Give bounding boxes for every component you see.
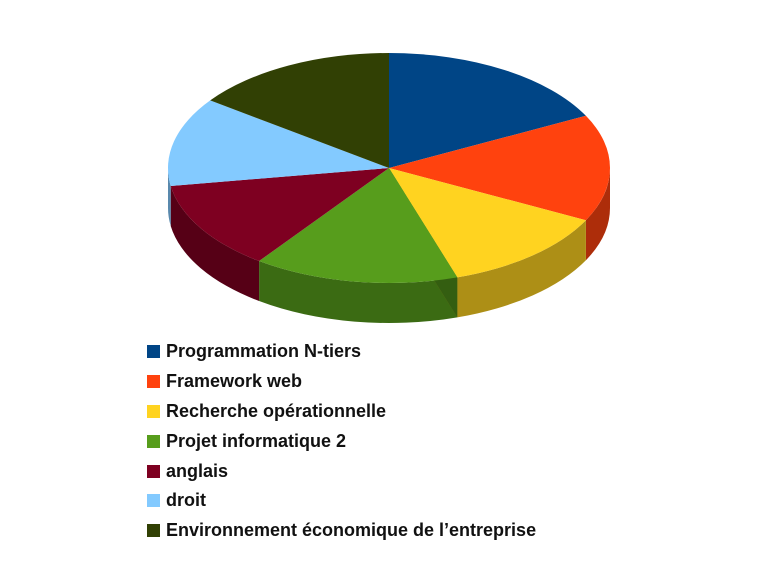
legend-label: Framework web: [166, 371, 303, 392]
legend: Programmation N-tiers Framework web Recher…: [147, 337, 536, 546]
legend-item: anglais: [147, 456, 536, 486]
legend-item: Framework web: [147, 367, 536, 397]
legend-label: Projet informatique 2: [166, 430, 347, 451]
legend-item: Projet informatique 2: [147, 426, 536, 456]
legend-swatch: [147, 375, 160, 389]
pie-slice-side-2: [585, 168, 610, 261]
legend-item: Programmation N-tiers: [147, 337, 536, 367]
legend-swatch: [147, 524, 160, 538]
legend-swatch: [147, 434, 160, 448]
pie-slice-1: [389, 53, 586, 168]
legend-label: Environnement économique de l’entreprise: [166, 520, 537, 541]
pie-slice-6: [167, 100, 389, 186]
pie-slice-5: [170, 168, 389, 262]
legend-swatch: [147, 345, 160, 359]
legend-label: Recherche opérationnelle: [166, 400, 387, 421]
legend-swatch: [147, 464, 160, 478]
pie-slice-7: [210, 53, 389, 168]
pie-slice-3: [389, 168, 586, 278]
pie-slice-side-6: [168, 168, 171, 226]
legend-swatch: [147, 494, 160, 508]
legend-item: droit: [147, 486, 536, 516]
pie-slice-4: [259, 168, 458, 283]
pie-slice-2: [389, 115, 610, 221]
pie-slice-side-5: [170, 185, 260, 302]
legend-label: Programmation N-tiers: [166, 341, 362, 362]
legend-label: droit: [166, 490, 206, 511]
legend-label: anglais: [166, 460, 229, 481]
legend-item: Recherche opérationnelle: [147, 397, 536, 427]
pie-slices: [167, 53, 610, 283]
pie-slice-side-4: [259, 261, 458, 323]
pie-chart: [167, 53, 610, 323]
pie-slice-side-3: [457, 220, 586, 318]
legend-swatch: [147, 404, 160, 418]
legend-item: Environnement économique de l’entreprise: [147, 516, 536, 546]
